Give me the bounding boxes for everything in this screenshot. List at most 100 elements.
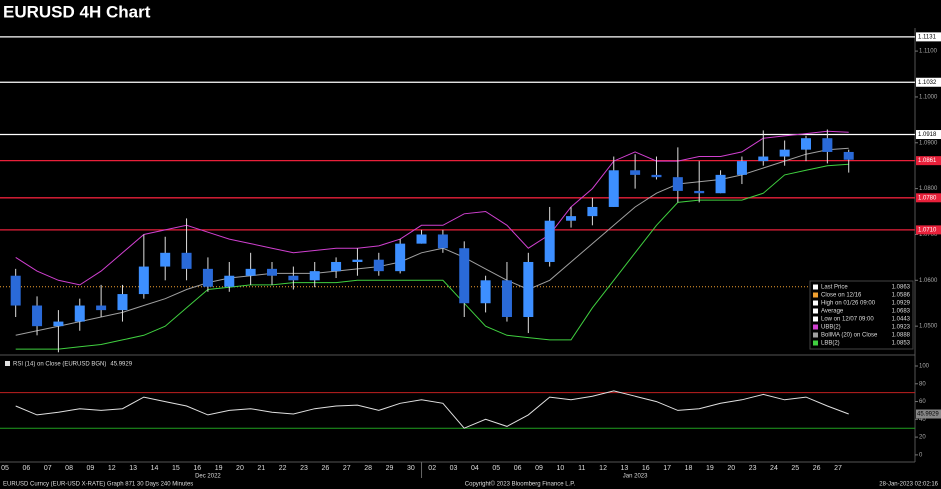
x-tick-label: 25	[791, 465, 799, 472]
y-tick-label: 1.0600	[919, 278, 938, 284]
footer-center: Copyright© 2023 Bloomberg Finance L.P.	[465, 481, 576, 488]
candle-body	[32, 305, 43, 327]
level-label-box	[916, 193, 941, 203]
legend-value: 1.0923	[892, 325, 911, 331]
legend-swatch	[813, 300, 818, 306]
indicator-line	[15, 163, 849, 350]
x-tick-label: 09	[87, 465, 95, 472]
y-tick-label: 1.0700	[919, 232, 938, 238]
x-tick-label: 27	[834, 465, 842, 472]
x-tick-label: 19	[706, 465, 714, 472]
level-label-box	[916, 225, 941, 235]
level-label: 1.1032	[918, 80, 937, 86]
candle-body	[10, 275, 21, 306]
candle-body	[630, 170, 641, 175]
candle-body	[779, 149, 790, 157]
last-value-box	[916, 409, 941, 419]
x-tick-label: 12	[599, 465, 607, 472]
indicator-line	[15, 130, 849, 286]
x-tick-label: 09	[535, 465, 543, 472]
x-tick-label: 05	[1, 465, 9, 472]
candle-body	[608, 170, 619, 207]
level-label: 1.1131	[918, 34, 937, 40]
candle-body	[373, 259, 384, 272]
y-tick-label: 0	[919, 452, 923, 458]
legend-swatch	[813, 324, 818, 330]
candle-body	[74, 305, 85, 322]
x-tick-label: 05	[492, 465, 500, 472]
legend-name: LBB(2)	[821, 341, 840, 347]
candle-body	[672, 177, 683, 191]
legend-value: 1.0586	[892, 293, 911, 299]
x-tick-label: 06	[514, 465, 522, 472]
legend-value: 45.9929	[110, 362, 132, 368]
x-tick-label: 20	[236, 465, 244, 472]
candle-body	[117, 294, 128, 311]
x-tick-label: 13	[621, 465, 629, 472]
legend-name: High on 01/26 09:00	[821, 301, 876, 307]
legend-swatch	[813, 332, 818, 338]
candle-body	[437, 234, 448, 249]
candle-body	[245, 268, 256, 276]
legend-box	[809, 280, 914, 350]
x-tick-label: 30	[407, 465, 415, 472]
x-tick-label: 18	[685, 465, 693, 472]
x-tick-label: 15	[172, 465, 180, 472]
last-value-label: 45.9929	[917, 412, 939, 418]
candle-body	[224, 275, 235, 287]
legend-swatch	[813, 316, 818, 322]
y-tick-label: 100	[919, 364, 930, 370]
x-tick-label: 04	[471, 465, 479, 472]
x-tick-label: 17	[663, 465, 671, 472]
level-label: 1.0918	[918, 132, 937, 138]
month-label: Dec 2022	[195, 474, 221, 480]
legend-value: 1.0888	[892, 333, 911, 339]
x-tick-label: 11	[578, 465, 585, 472]
level-label-box	[916, 32, 941, 42]
x-tick-label: 03	[450, 465, 458, 472]
y-tick-label: 1.0800	[919, 186, 938, 192]
legend-value: 1.0863	[892, 285, 911, 291]
candle-body	[160, 252, 171, 267]
level-label: 1.0780	[918, 195, 937, 201]
x-tick-label: 29	[386, 465, 394, 472]
legend-name: RSI (14) on Close (EURUSD BGN)	[13, 362, 106, 368]
x-tick-label: 20	[727, 465, 735, 472]
x-tick-label: 27	[343, 465, 351, 472]
level-label-box	[916, 130, 941, 140]
x-tick-label: 22	[279, 465, 287, 472]
legend-value: 1.0443	[892, 317, 911, 323]
legend-swatch	[813, 284, 818, 290]
legend-name: Last Price	[821, 285, 848, 291]
candle-body	[822, 138, 833, 152]
candle-body	[202, 268, 213, 287]
y-tick-label: 1.0500	[919, 324, 938, 330]
x-tick-label: 23	[300, 465, 308, 472]
y-tick-label: 1.1000	[919, 95, 938, 101]
candle-body	[501, 280, 512, 317]
y-tick-label: 20	[919, 435, 926, 441]
x-tick-label: 12	[108, 465, 116, 472]
legend-name: BollMA (20) on Close	[821, 333, 878, 339]
x-tick-label: 08	[65, 465, 73, 472]
legend-name: Low on 12/07 09:00	[821, 317, 874, 323]
candle-body	[758, 156, 769, 162]
x-tick-label: 16	[193, 465, 201, 472]
x-tick-label: 21	[257, 465, 265, 472]
x-tick-label: 24	[770, 465, 778, 472]
x-tick-label: 19	[215, 465, 223, 472]
candle-body	[352, 259, 363, 262]
legend-name: Close on 12/16	[821, 293, 862, 299]
candle-body	[544, 220, 555, 262]
x-tick-label: 28	[364, 465, 372, 472]
month-label: Jan 2023	[623, 474, 648, 480]
y-tick-label: 80	[919, 381, 926, 387]
legend-name: UBB(2)	[821, 325, 841, 331]
candle-body	[288, 275, 299, 281]
legend-swatch	[813, 308, 818, 314]
x-tick-label: 10	[556, 465, 564, 472]
candle-body	[523, 261, 534, 317]
footer-right: 28-Jan-2023 02:02:16	[879, 482, 938, 488]
candle-body	[459, 248, 470, 304]
candle-body	[53, 321, 64, 327]
